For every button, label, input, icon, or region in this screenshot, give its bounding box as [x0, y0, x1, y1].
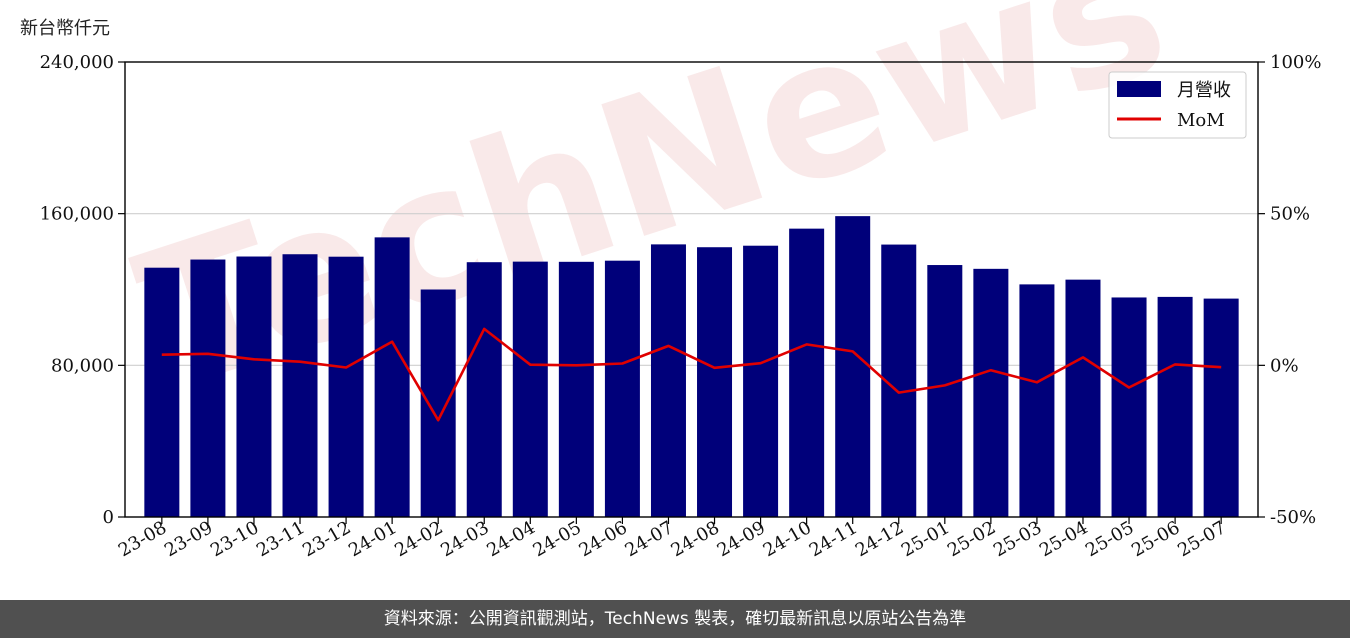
left-tick-label: 240,000: [40, 52, 114, 73]
bar-25-04: [1065, 279, 1101, 517]
x-tick-label: 25-04: [1036, 517, 1091, 561]
bar-23-11: [282, 254, 318, 518]
legend-label-revenue: 月營收: [1177, 80, 1231, 101]
bar-24-03: [466, 262, 502, 517]
right-tick-label: 50%: [1270, 204, 1310, 225]
bar-24-11: [835, 216, 871, 517]
x-tick-label: 24-01: [345, 517, 400, 561]
chart: TechNews 080,000160,000240,000-50%0%50%1…: [40, 0, 1322, 561]
bar-25-06: [1157, 296, 1193, 517]
x-tick-label: 25-02: [944, 517, 999, 561]
bar-24-07: [650, 244, 686, 518]
bar-25-03: [1019, 284, 1055, 517]
x-tick-label: 24-09: [714, 517, 769, 561]
x-tick-label: 24-03: [437, 517, 492, 561]
mom-line-path: [161, 327, 1222, 422]
y-axis-unit-label: 新台幣仟元: [20, 18, 110, 39]
legend-swatch-bar: [1117, 81, 1161, 97]
x-tick-label: 25-07: [1174, 517, 1229, 561]
x-tick-label: 24-11: [806, 517, 861, 561]
x-tick-label: 24-05: [529, 517, 584, 561]
right-tick-label: -50%: [1270, 507, 1316, 528]
bar-25-07: [1203, 298, 1239, 517]
x-tick-label: 24-12: [852, 517, 907, 561]
bar-25-01: [927, 265, 963, 517]
x-tick-label: 25-06: [1128, 517, 1183, 561]
bar-24-02: [420, 289, 456, 517]
x-tick-label: 23-09: [161, 517, 216, 561]
mom-line: [161, 327, 1222, 422]
x-tick-label: 25-05: [1082, 517, 1137, 561]
bar-24-04: [512, 261, 548, 517]
x-tick-label: 23-12: [299, 517, 354, 561]
legend: 月營收 MoM: [1108, 71, 1247, 139]
x-tick-label: 23-11: [253, 517, 308, 561]
x-tick-label: 23-10: [207, 517, 262, 561]
right-tick-label: 0%: [1270, 355, 1299, 376]
bar-24-08: [697, 247, 733, 518]
x-tick-label: 24-10: [760, 517, 815, 561]
right-tick-label: 100%: [1270, 52, 1321, 73]
revenue-bars: [144, 216, 1239, 518]
bar-24-06: [604, 260, 640, 517]
left-tick-label: 0: [103, 507, 114, 528]
source-footer: 資料來源：公開資訊觀測站，TechNews 製表，確切最新訊息以原站公告為準: [0, 600, 1350, 638]
bar-25-05: [1111, 297, 1147, 517]
x-tick-label: 23-08: [115, 517, 170, 561]
x-tick-label: 24-07: [622, 517, 677, 561]
x-tick-label: 24-08: [668, 517, 723, 561]
plot-frame: [124, 61, 1259, 518]
bar-23-10: [236, 256, 272, 517]
bar-24-05: [558, 261, 594, 517]
x-tick-label: 25-03: [990, 517, 1045, 561]
bar-24-10: [789, 228, 825, 518]
bar-24-01: [374, 237, 410, 518]
x-tick-label: 24-04: [483, 517, 538, 561]
bar-24-09: [743, 245, 779, 518]
x-tick-label: 24-06: [575, 517, 630, 561]
x-tick-label: 24-02: [391, 517, 446, 561]
left-tick-label: 160,000: [40, 204, 114, 225]
bar-23-09: [190, 259, 226, 517]
bar-23-08: [144, 267, 180, 517]
x-tick-label: 25-01: [898, 517, 953, 561]
legend-label-mom: MoM: [1177, 110, 1225, 131]
bar-25-02: [973, 268, 1009, 517]
left-tick-label: 80,000: [51, 355, 114, 376]
bar-23-12: [328, 256, 364, 517]
